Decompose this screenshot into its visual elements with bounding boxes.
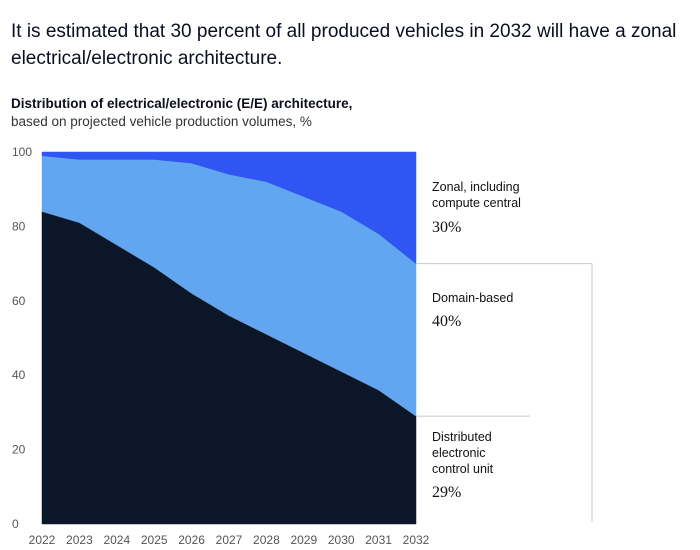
x-tick-label: 2026	[178, 533, 205, 547]
x-tick-label: 2029	[290, 533, 317, 547]
y-tick-label: 40	[12, 368, 26, 382]
legend-domain-line-1: Domain-based	[432, 291, 514, 305]
headline: It is estimated that 30 percent of all p…	[11, 21, 677, 69]
legend-value-domain: 40%	[432, 313, 462, 330]
x-tick-label: 2030	[328, 533, 355, 547]
y-tick-label: 100	[12, 145, 32, 159]
x-tick-label: 2023	[66, 533, 93, 547]
y-tick-label: 0	[12, 517, 19, 531]
legend-zonal-line-1: Zonal, including	[432, 180, 520, 194]
legend-distributed-line-3: control unit	[432, 462, 494, 476]
legend-distributed-line-2: electronic	[432, 446, 486, 460]
y-tick-label: 80	[12, 219, 26, 233]
y-tick-label: 60	[12, 294, 26, 308]
legend-value-zonal: 30%	[432, 219, 462, 236]
x-tick-label: 2025	[141, 533, 168, 547]
x-tick-label: 2024	[103, 533, 130, 547]
x-tick-label: 2022	[29, 533, 56, 547]
legend-distributed-line-1: Distributed	[432, 430, 492, 444]
x-tick-label: 2032	[403, 533, 430, 547]
legend-label-zonal: Zonal, including compute central	[432, 179, 552, 211]
chart-subtitle: Distribution of electrical/electronic (E…	[11, 95, 511, 131]
legend-label-distributed: Distributed electronic control unit	[432, 429, 552, 477]
chart-title: Distribution of electrical/electronic (E…	[11, 96, 353, 111]
x-tick-label: 2027	[216, 533, 243, 547]
legend-zonal-line-2: compute central	[432, 196, 521, 210]
x-tick-label: 2031	[365, 533, 392, 547]
legend-value-distributed: 29%	[432, 484, 462, 501]
x-tick-label: 2028	[253, 533, 280, 547]
chart-subtitle-text: based on projected vehicle production vo…	[11, 114, 312, 129]
y-tick-label: 20	[12, 443, 26, 457]
legend-label-domain: Domain-based	[432, 290, 552, 306]
